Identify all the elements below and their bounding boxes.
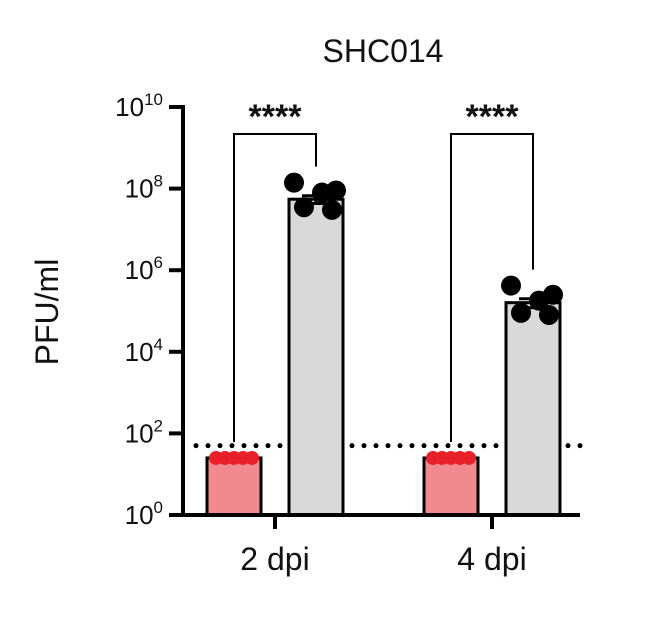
- x-tick-label: 2 dpi: [240, 541, 309, 577]
- data-point: [501, 275, 521, 296]
- points-layer: [209, 172, 563, 465]
- y-tick-label: 100: [125, 498, 163, 530]
- chart-title: SHC014: [323, 33, 444, 69]
- error-bars-layer: [302, 194, 547, 310]
- bar: [287, 197, 345, 517]
- y-tick-label: 1010: [115, 90, 163, 122]
- significance-layer: **** ****: [233, 98, 534, 442]
- significance-bracket: [233, 133, 317, 442]
- bars-layer: [205, 197, 562, 517]
- data-point: [539, 304, 559, 325]
- bar: [422, 456, 480, 517]
- data-point: [462, 450, 476, 465]
- y-axis-label: PFU/ml: [29, 259, 65, 366]
- data-point: [284, 172, 304, 193]
- bar: [205, 456, 263, 517]
- y-tick-label: 108: [125, 172, 163, 204]
- significance-label: ****: [466, 98, 520, 136]
- axes-layer: 100 102 104 106 108 1010 2 dpi 4 dpi: [115, 90, 580, 577]
- y-tick-label: 102: [125, 416, 163, 448]
- y-tick-label: 106: [125, 253, 163, 285]
- significance-bracket: [450, 133, 534, 442]
- data-point: [245, 450, 259, 465]
- data-point: [511, 302, 531, 323]
- y-tick-label: 104: [125, 335, 163, 367]
- data-point: [294, 197, 314, 218]
- x-tick-label: 4 dpi: [457, 541, 526, 577]
- significance-label: ****: [249, 98, 303, 136]
- bar: [504, 301, 562, 517]
